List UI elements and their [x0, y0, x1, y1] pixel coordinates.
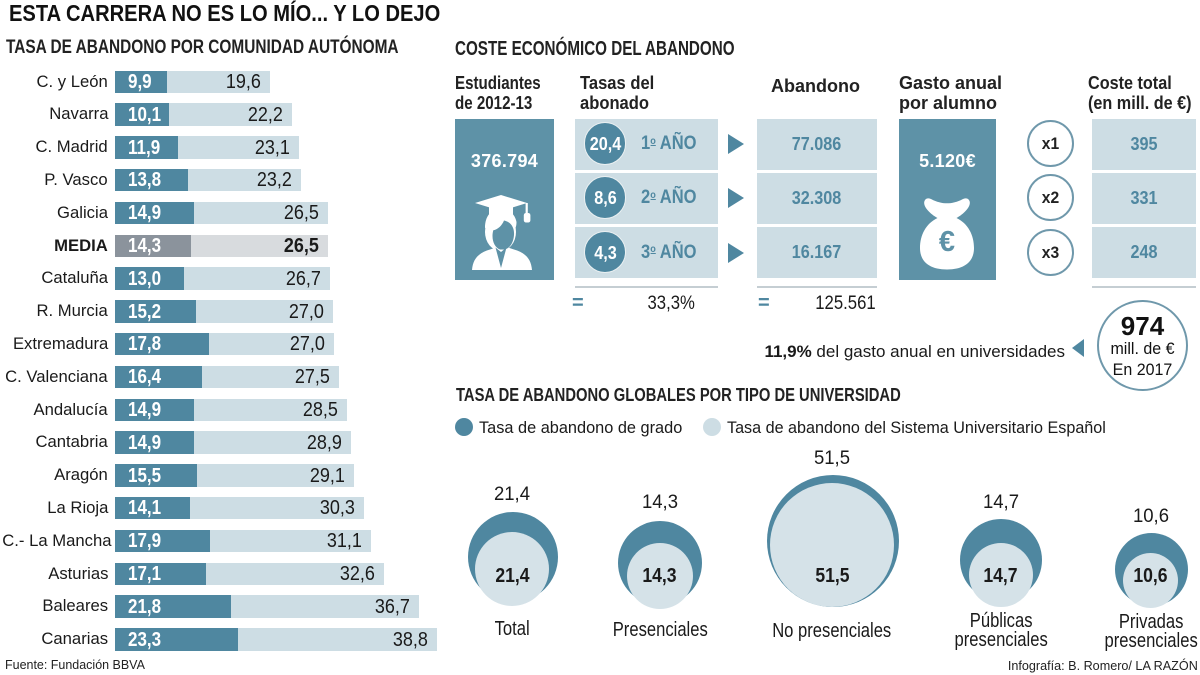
- svg-text:€: €: [939, 226, 955, 258]
